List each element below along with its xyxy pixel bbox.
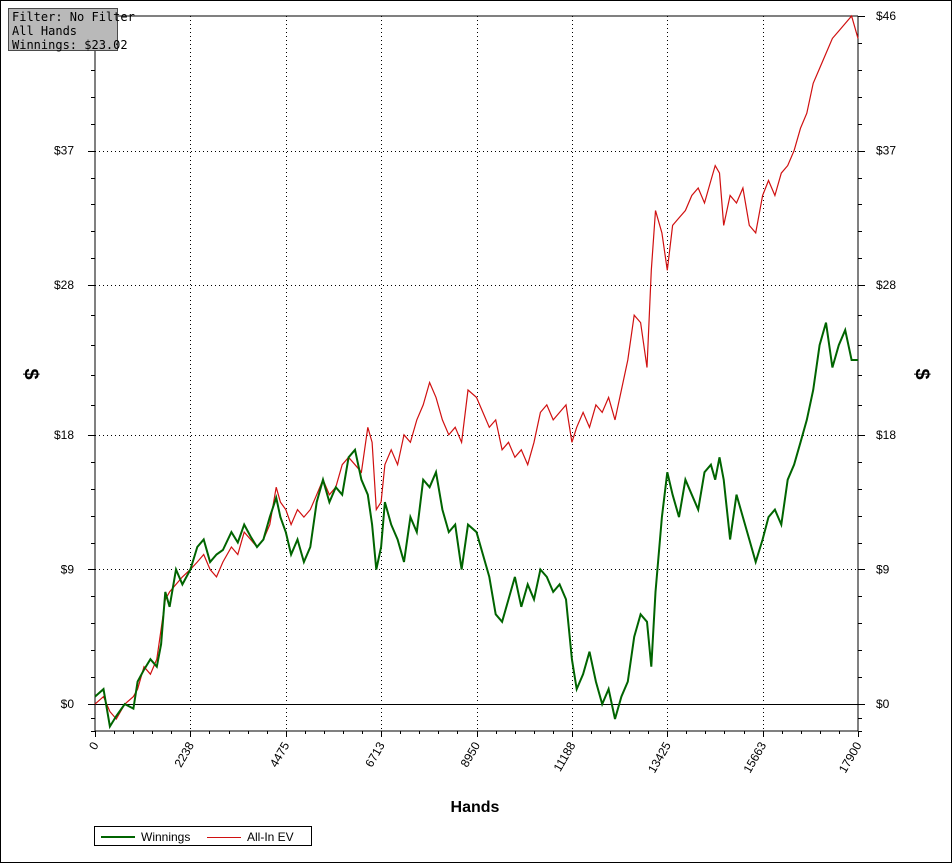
hands-label: All Hands: [12, 24, 78, 38]
grid-lines: [94, 15, 859, 732]
x-tick-label: 0: [86, 739, 102, 752]
x-tick-label: 13425: [645, 739, 674, 775]
y-axis-title-right: $: [911, 368, 933, 379]
y-tick-label-right: $9: [876, 562, 890, 576]
winnings-label: Winnings: $23.02: [12, 38, 128, 52]
axis-ticks: [88, 16, 865, 737]
tick-labels: $0$0$9$9$18$18$28$28$37$37$46$4602238447…: [54, 9, 896, 775]
legend-label-winnings: Winnings: [141, 830, 191, 844]
legend-swatch-winnings: [101, 836, 135, 838]
x-tick-label: 15663: [740, 739, 769, 775]
x-tick-label: 17900: [836, 739, 865, 775]
x-tick-label: 2238: [172, 739, 198, 769]
y-tick-label-left: $9: [61, 562, 75, 576]
y-tick-label-left: $0: [61, 697, 75, 711]
y-tick-label-right: $0: [876, 697, 890, 711]
legend-item-allin-ev: All-In EV: [207, 829, 294, 845]
y-tick-label-right: $37: [876, 144, 896, 158]
series-lines: [94, 14, 859, 730]
winnings-line: [94, 322, 858, 730]
y-tick-label-right: $28: [876, 278, 896, 292]
x-tick-label: 4475: [267, 739, 293, 769]
legend-label-allin-ev: All-In EV: [247, 830, 294, 844]
y-tick-label-right: $46: [876, 9, 896, 23]
y-tick-label-left: $28: [54, 278, 74, 292]
y-tick-label-left: $37: [54, 144, 74, 158]
y-axis-title-left: $: [20, 368, 42, 379]
x-tick-label: 11188: [551, 739, 579, 774]
legend-swatch-allin-ev: [207, 836, 241, 838]
x-tick-label: 8950: [458, 739, 484, 769]
chart-legend: Winnings All-In EV: [94, 826, 312, 846]
x-tick-label: 6713: [362, 739, 388, 769]
filter-info-box: Filter: No Filter All Hands Winnings: $2…: [8, 8, 135, 52]
legend-item-winnings: Winnings: [101, 829, 190, 845]
y-tick-label-right: $18: [876, 428, 896, 442]
y-tick-label-left: $18: [54, 428, 74, 442]
allin-ev-line: [94, 14, 859, 721]
x-axis-title: Hands: [451, 799, 500, 816]
filter-label: Filter: No Filter: [12, 10, 135, 24]
